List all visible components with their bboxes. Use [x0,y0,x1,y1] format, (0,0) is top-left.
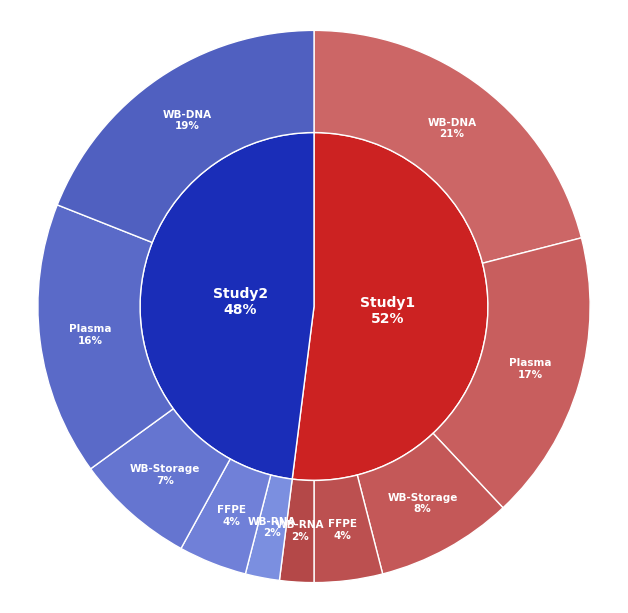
Text: WB-DNA
21%: WB-DNA 21% [428,118,477,140]
Text: WB-DNA
19%: WB-DNA 19% [163,110,212,131]
Wedge shape [314,31,582,263]
Wedge shape [181,459,271,574]
Text: FFPE
4%: FFPE 4% [217,505,246,527]
Text: Study2
48%: Study2 48% [213,287,268,317]
Wedge shape [246,475,292,581]
Wedge shape [314,475,382,582]
Wedge shape [292,132,488,481]
Wedge shape [279,479,314,582]
Text: WB-RNA
2%: WB-RNA 2% [247,517,296,538]
Text: WB-RNA
2%: WB-RNA 2% [276,520,324,542]
Wedge shape [38,205,173,469]
Text: FFPE
4%: FFPE 4% [328,519,357,541]
Text: Study1
52%: Study1 52% [360,296,415,326]
Wedge shape [57,31,314,243]
Text: Plasma
16%: Plasma 16% [70,324,112,346]
Text: WB-Storage
8%: WB-Storage 8% [387,493,458,514]
Wedge shape [357,433,503,574]
Wedge shape [140,132,314,479]
Text: Plasma
17%: Plasma 17% [509,359,551,380]
Wedge shape [90,409,230,549]
Text: WB-Storage
7%: WB-Storage 7% [130,465,200,486]
Wedge shape [433,238,590,508]
